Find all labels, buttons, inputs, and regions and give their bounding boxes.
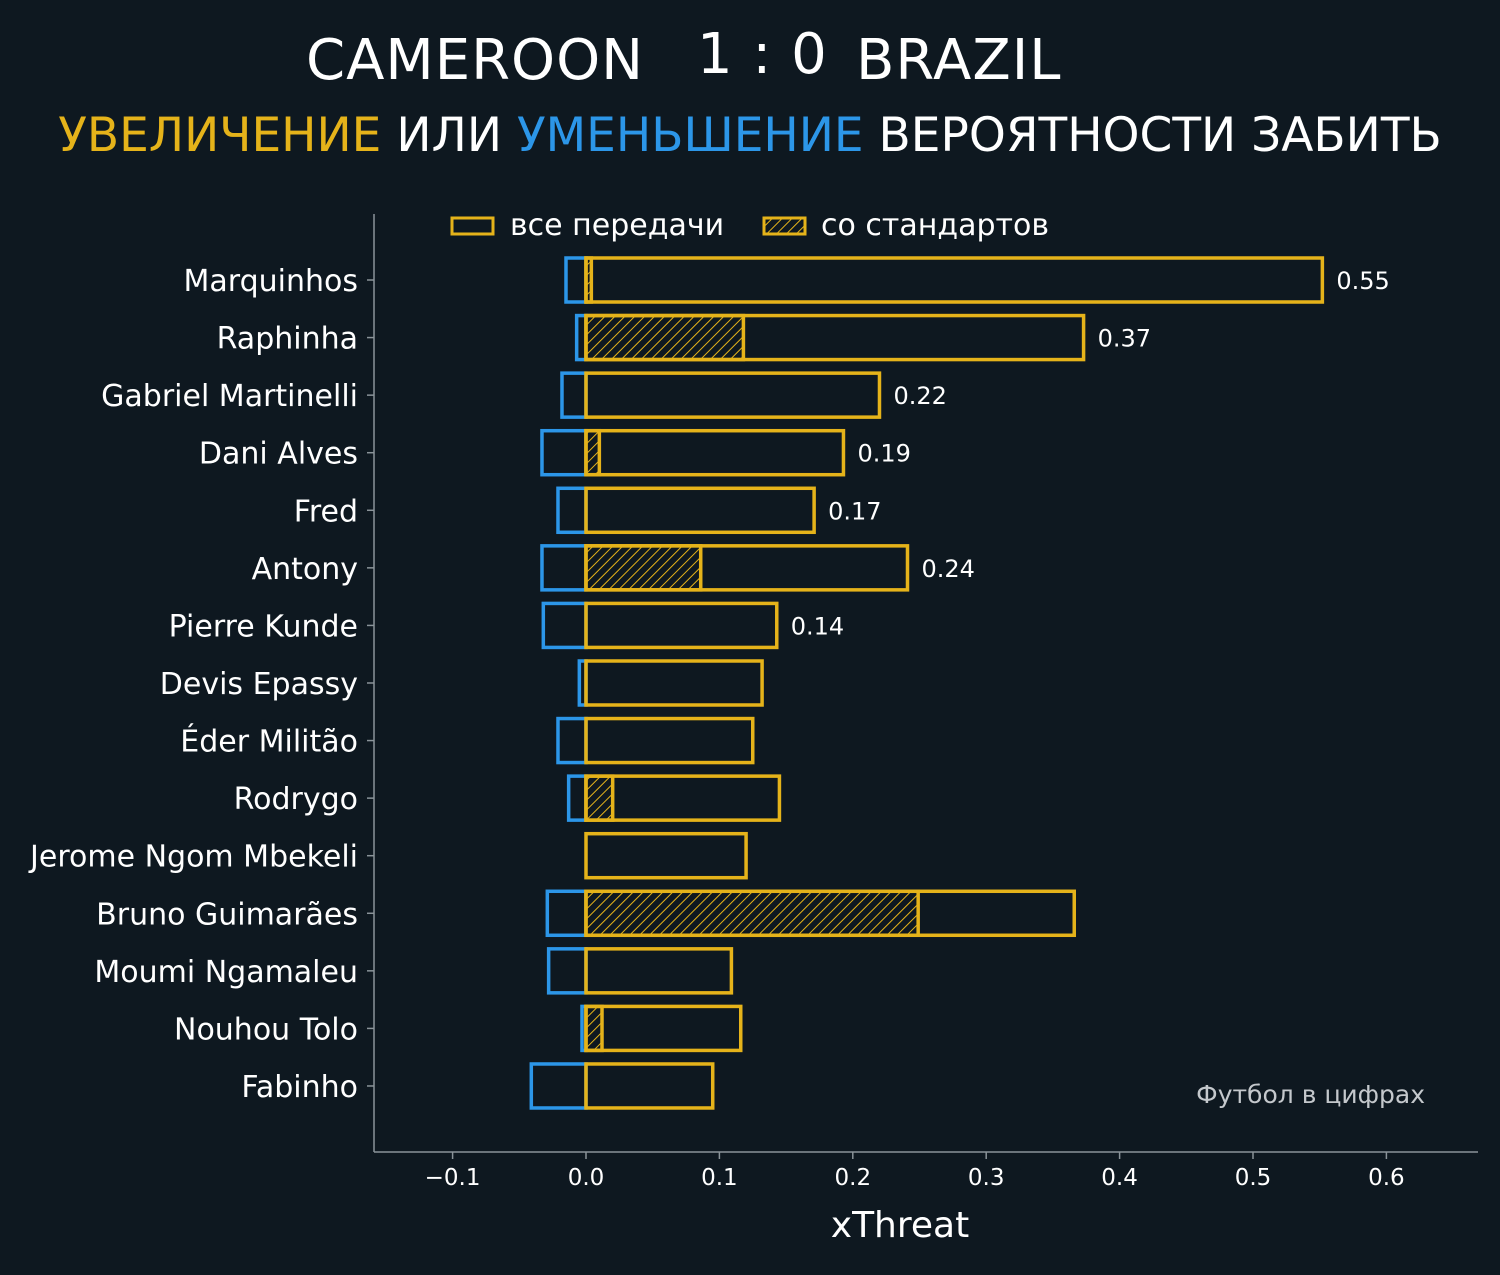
bar-set-pieces-antony [584, 544, 703, 592]
x-axis-label: xThreat [831, 1205, 969, 1246]
bar-decrease-eder-militao [556, 716, 588, 765]
y-tick-label-eder-militao: Éder Militão [180, 724, 358, 760]
home-team-name: CAMEROON [306, 28, 645, 93]
legend-swatch-all-passes [450, 216, 495, 236]
x-tick-label: 0.1 [701, 1165, 738, 1191]
x-tick-label: 0.0 [568, 1165, 605, 1191]
bar-decrease-bruno-guimaraes [545, 889, 588, 938]
bar-all-passes-eder-militao [584, 716, 755, 765]
value-label-marquinhos: 0.55 [1336, 267, 1389, 295]
value-label-pierre-kunde: 0.14 [791, 612, 844, 640]
bar-all-passes-rodrygo [584, 774, 782, 822]
y-tick-label-rodrygo: Rodrygo [234, 782, 358, 817]
x-tick-label: 0.5 [1235, 1165, 1272, 1191]
bar-all-passes-marquinhos [584, 256, 1325, 304]
axes-group: Marquinhos Raphinha Gabriel Martinelli Dani… [28, 214, 1478, 1246]
y-tick-label-fred: Fred [294, 494, 358, 529]
watermark: Футбол в цифрах [1196, 1080, 1425, 1109]
legend-label-all-passes: все передачи [510, 208, 724, 243]
x-tick-label: −0.1 [425, 1165, 481, 1191]
bar-set-pieces-rodrygo [584, 774, 615, 822]
away-team-name: BRAZIL [856, 28, 1062, 93]
y-tick-label-marquinhos: Marquinhos [184, 264, 358, 299]
bar-decrease-marquinhos [564, 256, 588, 304]
value-label-gabriel-martinelli: 0.22 [893, 382, 946, 410]
bar-all-passes-dani-alves [584, 428, 846, 477]
value-label-antony: 0.24 [921, 555, 974, 583]
bar-set-pieces-nouhou-tolo [584, 1004, 604, 1053]
y-tick-label-devis-epassy: Devis Epassy [160, 667, 358, 702]
y-tick-label-raphinha: Raphinha [217, 322, 358, 357]
x-tick-label: 0.3 [968, 1165, 1005, 1191]
subtitle-rest: ВЕРОЯТНОСТИ ЗАБИТЬ [878, 108, 1442, 163]
bar-all-passes-gabriel-martinelli [584, 371, 882, 419]
value-label-fred: 0.17 [828, 497, 881, 525]
bar-all-passes-jerome-ngom-mbekeli [584, 831, 748, 880]
bar-all-passes-antony [584, 544, 910, 592]
bar-decrease-dani-alves [540, 428, 588, 477]
bar-all-passes-bruno-guimaraes [584, 889, 1076, 938]
y-tick-label-moumi-ngamaleu: Moumi Ngamaleu [94, 955, 358, 990]
bar-decrease-gabriel-martinelli [560, 371, 588, 419]
legend-label-set-pieces: со стандартов [821, 208, 1049, 243]
chart-legend: все передачи со стандартов [450, 208, 1049, 243]
x-tick-label: 0.4 [1101, 1165, 1138, 1191]
bar-decrease-rodrygo [566, 774, 588, 822]
x-tick-label: 0.6 [1368, 1165, 1405, 1191]
subtitle-or: ИЛИ [396, 108, 503, 163]
bar-decrease-antony [540, 544, 588, 592]
legend-swatch-set-pieces [762, 216, 807, 236]
y-tick-label-pierre-kunde: Pierre Kunde [169, 609, 358, 644]
bar-all-passes-nouhou-tolo [584, 1004, 743, 1053]
bar-all-passes-raphinha [584, 313, 1086, 362]
y-tick-label-nouhou-tolo: Nouhou Tolo [174, 1012, 358, 1047]
y-tick-label-bruno-guimaraes: Bruno Guimarães [96, 897, 358, 932]
value-label-dani-alves: 0.19 [857, 440, 910, 468]
bar-all-passes-pierre-kunde [584, 601, 779, 650]
bar-all-passes-fred [584, 486, 816, 535]
subtitle-increase: УВЕЛИЧЕНИЕ [58, 108, 382, 163]
y-tick-label-gabriel-martinelli: Gabriel Martinelli [101, 379, 358, 414]
title-row: CAMEROON 1 : 0 BRAZIL [0, 22, 1500, 98]
match-score: 1 : 0 [697, 22, 828, 87]
chart-subtitle: УВЕЛИЧЕНИЕ ИЛИ УМЕНЬШЕНИЕ ВЕРОЯТНОСТИ ЗА… [0, 108, 1500, 163]
y-tick-label-antony: Antony [252, 552, 358, 587]
bar-set-pieces-bruno-guimaraes [584, 889, 920, 938]
bar-set-pieces-raphinha [584, 313, 746, 362]
bar-all-passes-moumi-ngamaleu [584, 947, 734, 995]
value-label-raphinha: 0.37 [1098, 325, 1151, 353]
subtitle-decrease: УМЕНЬШЕНИЕ [516, 108, 864, 163]
x-tick-label: 0.2 [835, 1165, 872, 1191]
y-tick-label-jerome-ngom-mbekeli: Jerome Ngom Mbekeli [28, 840, 358, 875]
bar-decrease-fabinho [529, 1062, 588, 1110]
bar-all-passes-fabinho [584, 1062, 715, 1110]
y-tick-label-dani-alves: Dani Alves [199, 437, 358, 472]
bar-decrease-fred [556, 486, 588, 535]
bars-group: 0.55 0.37 0.22 0.19 0.17 0.24 0.14 [529, 256, 1390, 1110]
bar-decrease-moumi-ngamaleu [546, 947, 588, 995]
bar-decrease-pierre-kunde [541, 601, 588, 650]
bar-set-pieces-dani-alves [584, 428, 602, 477]
y-tick-label-fabinho: Fabinho [241, 1070, 358, 1105]
bar-all-passes-devis-epassy [584, 659, 764, 707]
